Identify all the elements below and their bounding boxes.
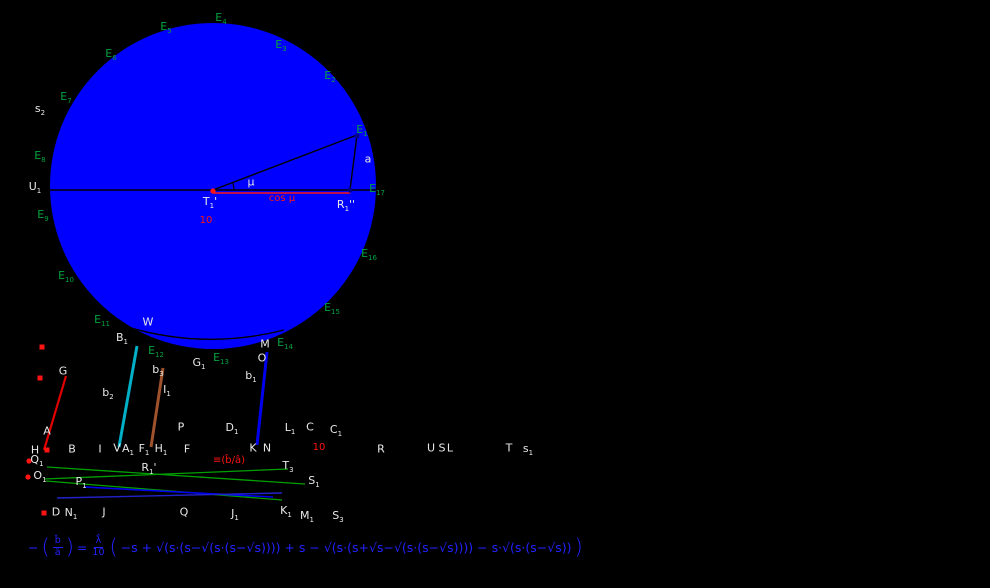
point-marker[interactable]: [41, 510, 47, 516]
segment-a: [349, 134, 358, 191]
formula-close-paren: ): [65, 535, 74, 559]
formula-body-open-paren: (: [109, 535, 118, 559]
segment-blue-2: [56, 492, 283, 499]
formula-open-paren: (: [41, 535, 50, 559]
formula-coef-numerator: λ̂: [93, 535, 104, 548]
point-marker[interactable]: [26, 458, 32, 464]
formula-body-close-paren: ): [574, 535, 583, 559]
segment-blue-1: [83, 486, 274, 498]
point-marker[interactable]: [39, 344, 45, 350]
formula-minus: −: [28, 539, 39, 555]
formula-lhs-fraction: b̂ â: [52, 535, 63, 558]
circle-disk: [50, 23, 376, 349]
formula: − ( b̂ â ) = λ̂ 10 ( −s + √(s·(s−√(s·(s−…: [28, 533, 583, 561]
bottom-arc: [111, 321, 285, 341]
segment-green-2: [43, 468, 289, 480]
segment-green-1: [46, 466, 306, 485]
formula-body: −s + √(s·(s−√(s·(s−√s)))) + s − √(s·(s+√…: [120, 539, 572, 555]
formula-lhs-numerator: b̂: [52, 535, 63, 548]
point-marker[interactable]: [354, 133, 360, 139]
angle-arc-mu: [232, 182, 235, 191]
formula-coef-denominator: 10: [92, 546, 105, 558]
formula-equals: =: [76, 539, 88, 555]
segment-b1: [255, 351, 269, 446]
point-marker[interactable]: [210, 188, 216, 194]
point-marker[interactable]: [37, 375, 43, 381]
point-marker[interactable]: [347, 187, 353, 193]
point-marker[interactable]: [25, 474, 31, 480]
point-marker[interactable]: [44, 447, 50, 453]
formula-lhs-denominator: â: [54, 546, 61, 558]
chord-T1-E1: [212, 134, 358, 191]
formula-coefficient-fraction: λ̂ 10: [90, 535, 106, 558]
segment-b2: [117, 345, 139, 448]
segment-G-A: [42, 375, 68, 451]
segment-b3: [149, 367, 165, 448]
